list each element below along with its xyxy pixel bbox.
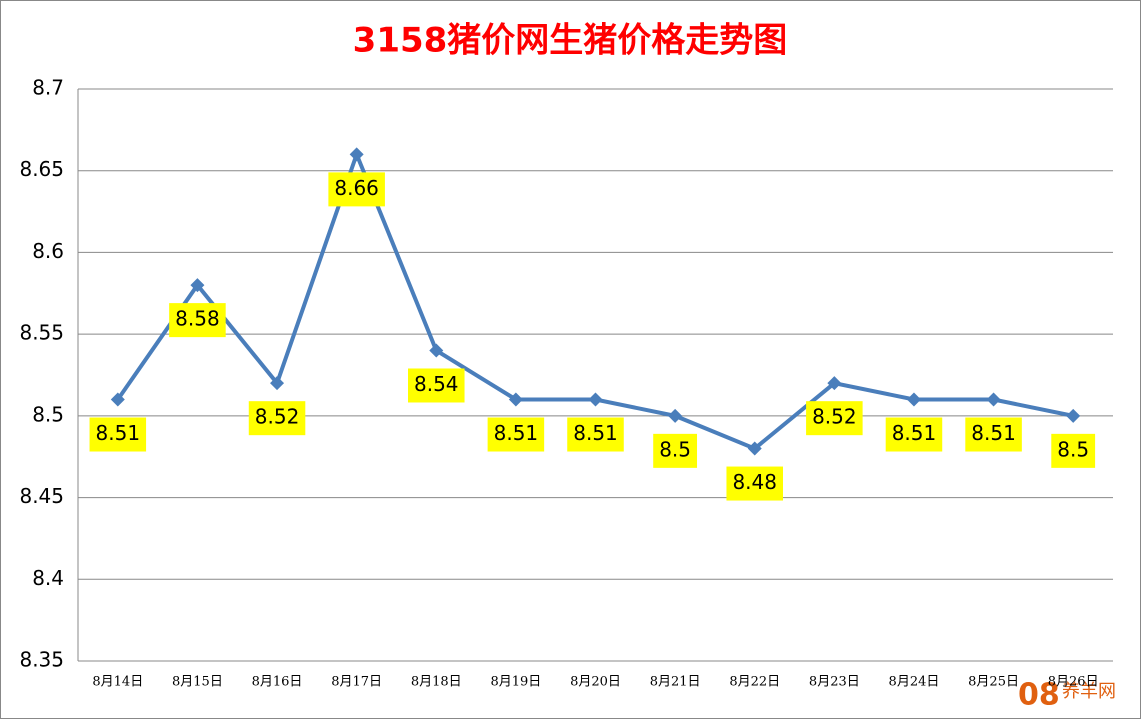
marker xyxy=(508,392,523,407)
data-label-bg xyxy=(965,417,1022,452)
x-tick-label: 8月17日 xyxy=(331,675,382,690)
data-label-bg xyxy=(408,368,465,403)
marker xyxy=(110,392,125,407)
marker xyxy=(270,376,285,391)
x-tick-label: 8月19日 xyxy=(490,675,541,690)
marker xyxy=(190,278,205,293)
data-label-text: 8.51 xyxy=(494,421,539,445)
data-label-bg xyxy=(169,303,226,338)
data-label-bg xyxy=(806,401,863,436)
x-tick-label: 8月21日 xyxy=(650,675,701,690)
y-tick-label: 8.7 xyxy=(32,76,64,100)
data-label-bg xyxy=(567,417,624,452)
data-label-bg xyxy=(248,401,306,436)
data-label: 8.51 xyxy=(567,417,624,452)
data-label-text: 8.51 xyxy=(892,421,937,445)
data-label-text: 8.54 xyxy=(414,372,459,396)
data-label: 8.66 xyxy=(328,172,385,207)
data-label: 8.52 xyxy=(248,401,306,436)
data-label-bg xyxy=(1051,433,1096,468)
data-label: 8.5 xyxy=(653,433,698,468)
marker xyxy=(827,376,842,391)
data-label-bg xyxy=(726,466,783,501)
data-label-text: 8.52 xyxy=(812,405,857,429)
data-label-bg xyxy=(885,417,943,452)
marker xyxy=(349,147,364,162)
y-tick-label: 8.55 xyxy=(19,321,64,345)
data-label-bg xyxy=(328,172,385,207)
y-tick-label: 8.45 xyxy=(19,484,64,508)
data-label-bg xyxy=(653,433,698,468)
x-tick-label: 8月15日 xyxy=(172,675,223,690)
data-label: 8.54 xyxy=(408,368,465,403)
watermark-number: 08 xyxy=(1018,678,1060,713)
data-label-bg xyxy=(89,417,147,452)
data-label: 8.5 xyxy=(1051,433,1096,468)
y-tick-label: 8.5 xyxy=(32,402,64,426)
x-tick-label: 8月20日 xyxy=(570,675,621,690)
x-tick-label: 8月16日 xyxy=(252,675,303,690)
y-tick-label: 8.65 xyxy=(19,157,64,181)
marker xyxy=(747,441,762,456)
marker xyxy=(668,408,683,423)
x-tick-label: 8月23日 xyxy=(809,675,860,690)
data-label-text: 8.5 xyxy=(1057,437,1089,461)
y-tick-label: 8.6 xyxy=(32,239,64,263)
data-label-text: 8.48 xyxy=(732,470,777,494)
x-tick-label: 8月25日 xyxy=(968,675,1019,690)
data-label-text: 8.51 xyxy=(573,421,618,445)
data-label: 8.51 xyxy=(487,417,545,452)
watermark-text: 养羊网 xyxy=(1062,681,1116,702)
data-label-text: 8.52 xyxy=(255,405,300,429)
data-label-text: 8.66 xyxy=(334,176,379,200)
marker xyxy=(429,343,444,358)
x-tick-label: 8月26日 xyxy=(1048,675,1099,690)
data-label: 8.52 xyxy=(806,401,863,436)
y-tick-label: 8.35 xyxy=(19,648,64,672)
marker xyxy=(588,392,603,407)
data-label: 8.51 xyxy=(885,417,943,452)
x-tick-label: 8月22日 xyxy=(729,675,780,690)
marker xyxy=(986,392,1001,407)
data-label-bg xyxy=(487,417,545,452)
x-tick-label: 8月18日 xyxy=(411,675,462,690)
data-label-text: 8.51 xyxy=(971,421,1016,445)
data-label: 8.58 xyxy=(169,303,226,338)
marker xyxy=(906,392,921,407)
data-label: 8.48 xyxy=(726,466,783,501)
data-label-text: 8.5 xyxy=(659,437,691,461)
x-tick-label: 8月24日 xyxy=(889,675,940,690)
chart-title: 3158猪价网生猪价格走势图 xyxy=(353,21,788,61)
marker xyxy=(1066,408,1081,423)
data-label-text: 8.58 xyxy=(175,307,220,331)
data-label: 8.51 xyxy=(89,417,147,452)
x-tick-label: 8月14日 xyxy=(92,675,143,690)
data-label: 8.51 xyxy=(965,417,1022,452)
y-tick-label: 8.4 xyxy=(32,566,64,590)
data-label-text: 8.51 xyxy=(96,421,141,445)
